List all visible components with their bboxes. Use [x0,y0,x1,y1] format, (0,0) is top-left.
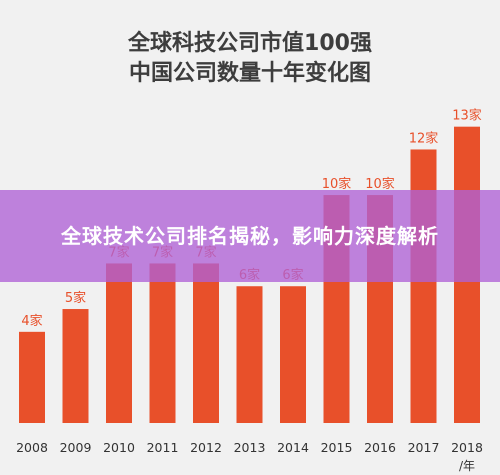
bar-2011 [149,263,176,423]
bar-2013 [236,286,263,423]
value-label-2016: 10家 [365,176,395,192]
value-label-2009: 5家 [65,290,86,306]
banner-text: 全球技术公司排名揭秘，影响力深度解析 [61,224,439,248]
x-tick-2013: 2013 [234,440,266,455]
chart-title-line-2: 中国公司数量十年变化图 [129,60,371,86]
x-tick-2016: 2016 [364,440,396,455]
x-ticks-group: 2008 2009 2010 2011 2012 2013 2014 2015 2016 2017… [16,440,483,455]
bar-2008 [19,331,45,423]
x-tick-2012: 2012 [190,440,222,455]
x-tick-2010: 2010 [103,440,135,455]
bar-2009 [62,309,89,423]
title-banner: 全球技术公司排名揭秘，影响力深度解析 [0,190,500,282]
x-axis-unit: /年 [459,459,475,473]
x-tick-2014: 2014 [277,440,309,455]
value-label-2008: 4家 [21,313,42,329]
bars-group [19,126,480,424]
x-tick-2018: 2018 [451,440,483,455]
x-tick-2015: 2015 [321,440,353,455]
chart-title-line-1: 全球科技公司市值100强 [127,30,372,56]
bar-2014 [280,286,306,423]
value-label-2018: 13家 [452,108,482,124]
bar-2012 [193,263,219,423]
bar-2010 [106,263,132,423]
value-label-2015: 10家 [322,176,352,192]
x-tick-2017: 2017 [408,440,440,455]
x-tick-2009: 2009 [60,440,92,455]
x-tick-2011: 2011 [147,440,179,455]
x-tick-2008: 2008 [16,440,48,455]
value-label-2017: 12家 [409,130,439,146]
